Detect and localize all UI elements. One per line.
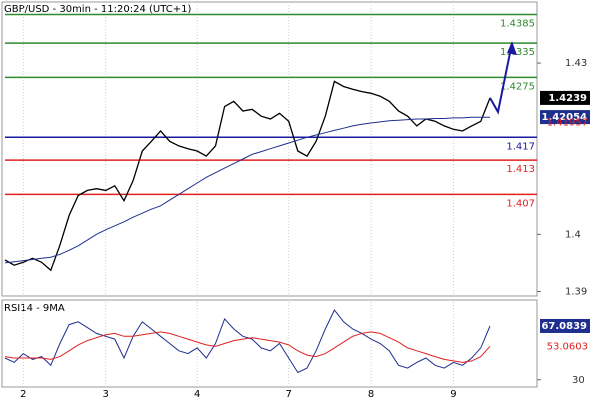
level-label: 1.4335 (500, 47, 535, 58)
series-line (4, 331, 491, 363)
y-tick-label: 1.4 (565, 229, 581, 240)
x-tick-label: 4 (194, 389, 200, 400)
x-tick-label: 3 (102, 389, 108, 400)
indicator-title: RSI14 - 9MA (4, 303, 65, 314)
chart-title: GBP/USD - 30min - 11:20:24 (UTC+1) (4, 4, 191, 15)
price-tag: 1.42054 (541, 112, 587, 123)
x-tick-label: 9 (450, 389, 456, 400)
price-tag-box (540, 318, 590, 333)
level-label: 1.4275 (500, 81, 535, 92)
price-tag-box (540, 110, 590, 125)
projection-arrow (489, 42, 513, 115)
level-label: 1.407 (506, 198, 535, 209)
series-line (4, 80, 491, 272)
price-tag-box (540, 90, 590, 105)
level-label: 1.413 (506, 164, 535, 175)
price-tag: 1.4239 (548, 93, 587, 104)
x-tick-label: 7 (285, 389, 291, 400)
x-tick-label: 8 (368, 389, 374, 400)
y-tick-label: 1.39 (565, 286, 587, 297)
price-tag: 67.0839 (541, 321, 587, 332)
arrow-head (507, 41, 517, 56)
y-tick-label: 1.43 (565, 58, 587, 69)
price-tag: 1.41957 (547, 118, 588, 129)
price-panel (1, 1, 538, 297)
price-tag: 53.0603 (547, 341, 588, 352)
series-line (4, 116, 490, 264)
x-tick-label: 2 (20, 389, 26, 400)
level-label: 1.4385 (500, 19, 535, 30)
level-label: 1.417 (506, 141, 535, 152)
series-line (4, 309, 491, 374)
y-tick-label: 30 (572, 375, 585, 386)
indicator-panel (1, 299, 538, 388)
